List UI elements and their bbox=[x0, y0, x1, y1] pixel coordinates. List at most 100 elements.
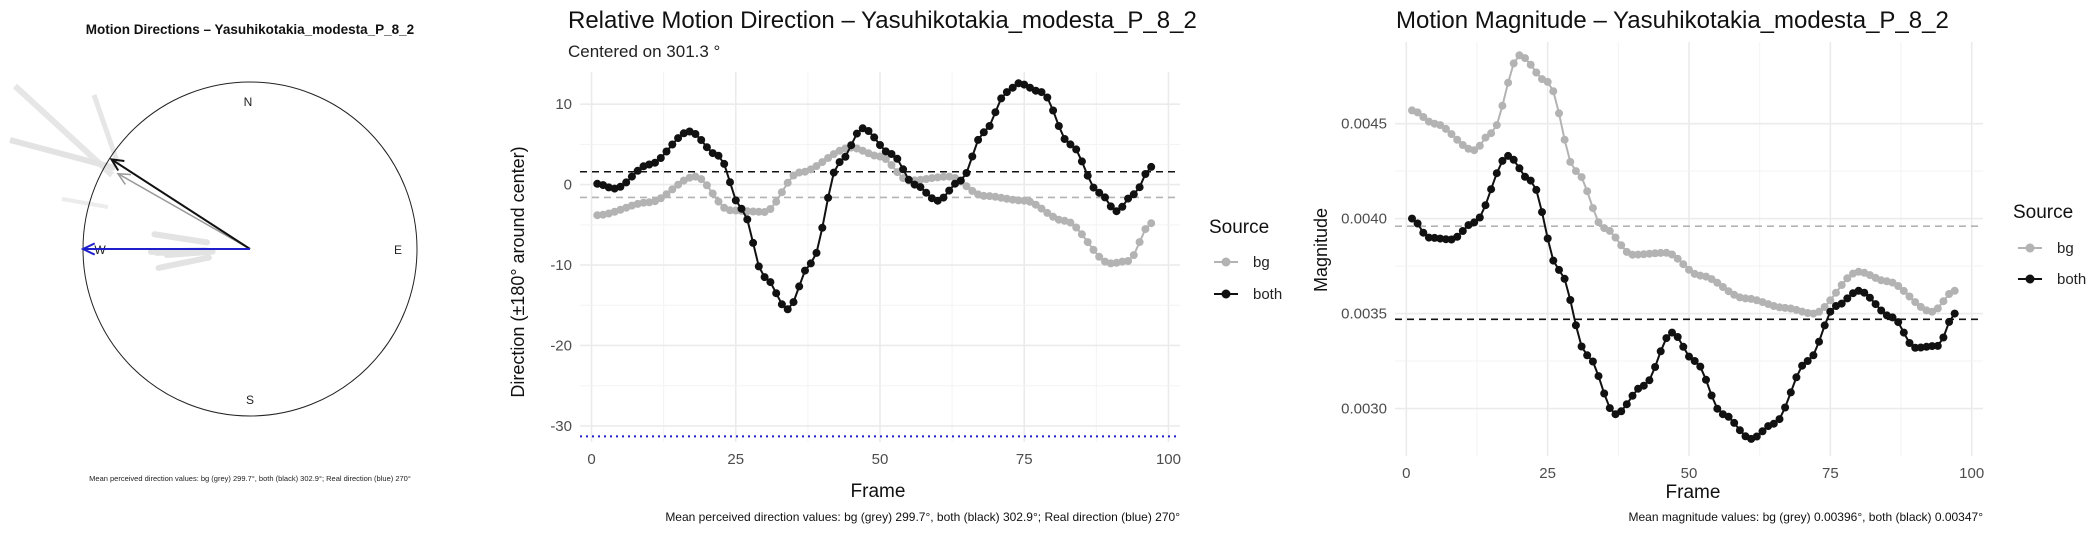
data-point-both bbox=[1894, 318, 1903, 327]
compass-ray bbox=[151, 231, 210, 246]
data-point-both bbox=[1060, 135, 1069, 143]
data-point-both bbox=[1685, 352, 1693, 361]
data-point-bg bbox=[927, 174, 936, 183]
data-point-both bbox=[668, 140, 677, 149]
magnitude-legend-keys bbox=[2018, 243, 2042, 284]
data-point-both bbox=[1888, 313, 1897, 322]
data-point-bg bbox=[697, 175, 706, 184]
data-point-both bbox=[714, 151, 723, 160]
direction-legend: Source bg both bbox=[1209, 217, 1282, 303]
data-point-both bbox=[783, 305, 792, 314]
data-point-bg bbox=[1475, 141, 1484, 150]
data-point-bg bbox=[829, 150, 838, 159]
data-point-bg bbox=[1611, 233, 1620, 242]
data-point-both bbox=[997, 94, 1006, 103]
compass-arrowhead-real bbox=[80, 242, 96, 256]
data-point-bg bbox=[674, 180, 683, 189]
direction-legend-label-both: both bbox=[1253, 286, 1282, 303]
data-point-bg bbox=[1083, 238, 1092, 247]
x-tick-label: 25 bbox=[1539, 465, 1556, 482]
y-tick-label: -10 bbox=[550, 257, 572, 274]
data-point-both bbox=[870, 133, 879, 142]
data-point-both bbox=[1008, 83, 1017, 92]
data-point-bg bbox=[708, 189, 717, 198]
compass-south-label: S bbox=[246, 393, 254, 407]
data-point-both bbox=[1735, 426, 1744, 435]
magnitude-reference-lines bbox=[1395, 225, 1983, 321]
data-point-bg bbox=[1014, 196, 1023, 205]
legend-key-point-bg bbox=[1221, 257, 1231, 267]
data-point-both bbox=[1532, 185, 1541, 194]
data-point-bg bbox=[1911, 298, 1920, 307]
data-point-both bbox=[1560, 274, 1569, 283]
data-point-bg bbox=[881, 155, 890, 163]
data-point-bg bbox=[777, 188, 786, 197]
data-point-both bbox=[1515, 164, 1524, 173]
data-point-bg bbox=[639, 198, 648, 207]
data-point-bg bbox=[979, 191, 988, 200]
magnitude-legend-label-both: both bbox=[2057, 271, 2086, 288]
data-point-both bbox=[1054, 122, 1063, 130]
direction-legend-keys bbox=[1214, 257, 1238, 299]
compass-arrowhead-both bbox=[109, 158, 125, 172]
data-point-bg bbox=[1509, 59, 1518, 68]
data-point-bg bbox=[1498, 101, 1507, 110]
data-point-both bbox=[651, 158, 659, 167]
data-point-bg bbox=[702, 181, 711, 190]
data-point-both bbox=[1600, 389, 1609, 398]
magnitude-legend-label-bg: bg bbox=[2057, 240, 2074, 257]
data-point-both bbox=[627, 172, 636, 181]
compass-ray bbox=[163, 248, 216, 258]
data-point-bg bbox=[1504, 78, 1513, 87]
x-tick-label: 50 bbox=[1681, 465, 1698, 482]
data-point-both bbox=[985, 122, 994, 130]
data-point-both bbox=[1933, 341, 1942, 350]
data-point-both bbox=[899, 165, 908, 174]
data-point-both bbox=[1498, 156, 1507, 165]
data-point-both bbox=[1509, 155, 1518, 164]
y-tick-label: 0.0045 bbox=[1341, 116, 1387, 133]
data-point-bg bbox=[1718, 283, 1727, 291]
data-point-both bbox=[1792, 373, 1801, 382]
data-point-bg bbox=[783, 178, 792, 187]
data-point-both bbox=[1843, 294, 1852, 303]
data-point-bg bbox=[1419, 113, 1428, 121]
data-point-bg bbox=[1447, 130, 1456, 139]
data-point-both bbox=[1566, 296, 1575, 304]
data-point-both bbox=[1651, 363, 1660, 371]
x-tick-label: 75 bbox=[1822, 465, 1839, 482]
data-point-bg bbox=[1453, 135, 1462, 144]
data-point-both bbox=[824, 193, 833, 202]
data-point-both bbox=[962, 169, 971, 177]
data-point-both bbox=[1769, 419, 1778, 428]
data-point-bg bbox=[1832, 288, 1840, 297]
legend-key-point-both bbox=[2025, 274, 2035, 284]
data-point-bg bbox=[1933, 304, 1942, 313]
data-point-bg bbox=[1673, 254, 1682, 263]
data-point-both bbox=[1077, 157, 1086, 166]
data-point-both bbox=[1521, 172, 1529, 181]
data-point-both bbox=[1928, 342, 1937, 351]
data-point-both bbox=[1555, 265, 1563, 274]
data-point-bg bbox=[1588, 204, 1597, 213]
data-point-bg bbox=[1066, 218, 1075, 227]
data-point-both bbox=[991, 108, 1000, 117]
data-point-both bbox=[1871, 300, 1880, 309]
x-tick-label: 100 bbox=[1156, 451, 1181, 468]
data-point-bg bbox=[1594, 218, 1603, 227]
data-point-both bbox=[1945, 317, 1954, 326]
magnitude-y-axis-label: Magnitude bbox=[1311, 208, 1331, 292]
magnitude-ticks: 0 25 50 75 100 0.0030 0.0035 0.0040 0.0045 bbox=[1341, 116, 1984, 482]
data-point-both bbox=[1072, 145, 1081, 154]
x-tick-label: 0 bbox=[1402, 465, 1410, 482]
data-point-both bbox=[1950, 309, 1959, 318]
data-point-both bbox=[968, 152, 977, 161]
data-point-both bbox=[1860, 288, 1869, 297]
data-point-both bbox=[674, 134, 683, 143]
data-point-both bbox=[1475, 213, 1484, 222]
data-point-both bbox=[1135, 183, 1144, 192]
data-point-both bbox=[1775, 415, 1784, 424]
data-point-both bbox=[1668, 328, 1676, 337]
data-point-bg bbox=[766, 205, 775, 213]
